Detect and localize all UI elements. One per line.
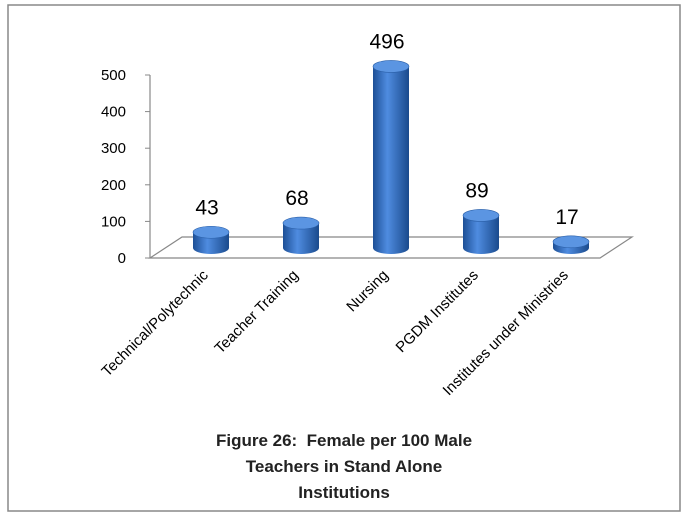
x-tick-label: Teacher Training: [211, 267, 301, 357]
y-tick-label: 100: [101, 213, 126, 230]
value-label: 68: [285, 187, 308, 210]
bar-body: [463, 215, 499, 254]
y-tick-label: 400: [101, 104, 126, 121]
value-label: 43: [195, 196, 218, 219]
value-label: 17: [555, 206, 578, 229]
bar: [462, 209, 500, 254]
y-tick-label: 500: [101, 67, 126, 84]
bar: [552, 235, 590, 254]
value-label: 89: [465, 179, 488, 202]
bar: [192, 225, 230, 254]
bar: [282, 216, 320, 254]
bar-top: [372, 60, 410, 73]
bar-top: [282, 216, 320, 230]
floor: [147, 236, 635, 259]
x-tick-label: Technical/Polytechnic: [98, 266, 212, 380]
y-tick-label: 0: [118, 250, 126, 267]
bar-body: [373, 66, 409, 255]
bar-top: [462, 209, 500, 222]
chart-frame: [7, 4, 681, 512]
bar-body: [283, 223, 319, 254]
bar: [372, 60, 410, 255]
chart-title: Figure 26: Female per 100 Male Teachers …: [215, 431, 477, 502]
y-tick-label: 200: [101, 177, 126, 194]
x-tick-label: PGDM Institutes: [393, 267, 482, 356]
y-tick-label: 300: [101, 140, 126, 157]
x-tick-label: Nursing: [343, 267, 392, 316]
bar-top: [552, 235, 590, 249]
value-label: 496: [369, 30, 404, 53]
bar-top: [192, 225, 230, 239]
